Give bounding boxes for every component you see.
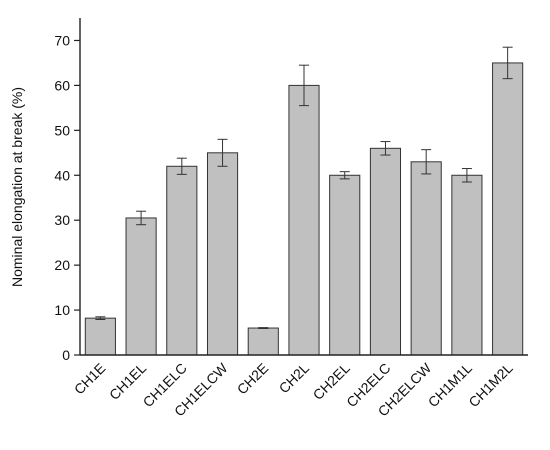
y-tick-label: 60 xyxy=(54,77,70,93)
bar xyxy=(451,174,483,356)
bar xyxy=(410,161,442,356)
bar xyxy=(369,147,402,356)
y-tick-label: 0 xyxy=(62,347,70,363)
bar xyxy=(206,152,239,356)
bar xyxy=(288,84,320,356)
x-tick-label: CH2L xyxy=(275,360,312,397)
x-tick-label: CH1M1L xyxy=(425,360,476,411)
y-tick-label: 10 xyxy=(54,302,70,318)
bar xyxy=(492,62,524,356)
y-axis-label: Nominal elongation at break (%) xyxy=(9,87,25,287)
bar xyxy=(247,327,279,356)
bar xyxy=(84,317,116,356)
y-tick-label: 50 xyxy=(54,122,70,138)
y-tick-label: 70 xyxy=(54,32,70,48)
x-tick-label: CH2E xyxy=(234,360,272,398)
bar xyxy=(329,174,361,356)
x-tick-label: CH1M2L xyxy=(465,360,516,411)
bar xyxy=(125,217,157,356)
bar xyxy=(166,165,198,356)
y-tick-label: 30 xyxy=(54,212,70,228)
y-tick-label: 20 xyxy=(54,257,70,273)
x-tick-label: CH1E xyxy=(71,360,109,398)
y-tick-label: 40 xyxy=(54,167,70,183)
